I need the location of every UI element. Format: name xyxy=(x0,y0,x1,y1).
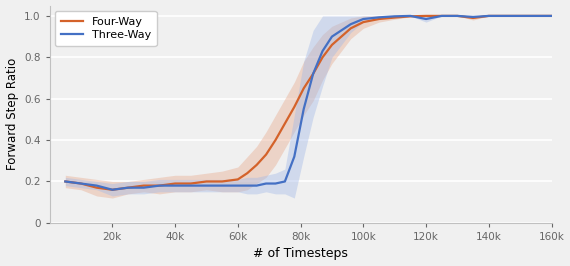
Three-Way xyxy=(438,14,445,18)
Three-Way xyxy=(360,17,367,20)
Three-Way xyxy=(253,184,260,187)
Three-Way xyxy=(532,14,539,18)
Three-Way xyxy=(219,184,226,187)
Four-Way xyxy=(438,14,445,18)
Y-axis label: Forward Step Ratio: Forward Step Ratio xyxy=(6,58,19,170)
Four-Way xyxy=(319,56,326,59)
Three-Way xyxy=(282,180,288,183)
Four-Way xyxy=(93,186,100,189)
Four-Way xyxy=(244,172,251,175)
Three-Way xyxy=(125,186,132,189)
Four-Way xyxy=(109,188,116,191)
Four-Way xyxy=(156,184,163,187)
Three-Way xyxy=(188,184,194,187)
Three-Way xyxy=(548,14,555,18)
Three-Way xyxy=(338,29,345,32)
X-axis label: # of Timesteps: # of Timesteps xyxy=(253,247,348,260)
Three-Way xyxy=(376,16,382,19)
Four-Way xyxy=(219,180,226,183)
Four-Way xyxy=(78,182,84,185)
Legend: Four-Way, Three-Way: Four-Way, Three-Way xyxy=(55,11,157,46)
Three-Way xyxy=(272,182,279,185)
Three-Way xyxy=(310,72,316,76)
Four-Way xyxy=(391,16,398,19)
Four-Way xyxy=(501,14,508,18)
Three-Way xyxy=(203,184,210,187)
Four-Way xyxy=(376,17,382,20)
Four-Way xyxy=(62,180,69,183)
Three-Way xyxy=(140,186,147,189)
Four-Way xyxy=(360,20,367,24)
Three-Way xyxy=(454,14,461,18)
Three-Way xyxy=(62,180,69,183)
Three-Way xyxy=(517,14,524,18)
Four-Way xyxy=(328,43,335,47)
Four-Way xyxy=(517,14,524,18)
Four-Way xyxy=(291,105,298,109)
Three-Way xyxy=(172,184,178,187)
Four-Way xyxy=(263,153,270,156)
Four-Way xyxy=(188,182,194,185)
Three-Way xyxy=(300,107,307,111)
Four-Way xyxy=(234,178,241,181)
Three-Way xyxy=(234,184,241,187)
Three-Way xyxy=(328,35,335,38)
Three-Way xyxy=(291,155,298,158)
Three-Way xyxy=(244,184,251,187)
Four-Way xyxy=(140,184,147,187)
Three-Way xyxy=(485,14,492,18)
Three-Way xyxy=(93,184,100,187)
Three-Way xyxy=(156,184,163,187)
Four-Way xyxy=(300,87,307,90)
Three-Way xyxy=(319,49,326,53)
Line: Three-Way: Three-Way xyxy=(66,16,552,190)
Four-Way xyxy=(310,72,316,76)
Four-Way xyxy=(282,122,288,125)
Four-Way xyxy=(407,15,414,18)
Four-Way xyxy=(485,14,492,18)
Three-Way xyxy=(391,15,398,18)
Four-Way xyxy=(125,186,132,189)
Line: Four-Way: Four-Way xyxy=(66,16,552,190)
Three-Way xyxy=(109,188,116,191)
Three-Way xyxy=(470,15,477,19)
Four-Way xyxy=(548,14,555,18)
Four-Way xyxy=(347,27,354,30)
Three-Way xyxy=(78,182,84,185)
Four-Way xyxy=(172,182,178,185)
Four-Way xyxy=(272,139,279,142)
Four-Way xyxy=(338,35,345,38)
Three-Way xyxy=(501,14,508,18)
Four-Way xyxy=(532,14,539,18)
Four-Way xyxy=(422,14,429,18)
Three-Way xyxy=(407,14,414,18)
Four-Way xyxy=(253,163,260,167)
Three-Way xyxy=(422,17,429,20)
Three-Way xyxy=(347,23,354,26)
Four-Way xyxy=(470,16,477,20)
Four-Way xyxy=(203,180,210,183)
Four-Way xyxy=(454,14,461,18)
Three-Way xyxy=(263,182,270,185)
